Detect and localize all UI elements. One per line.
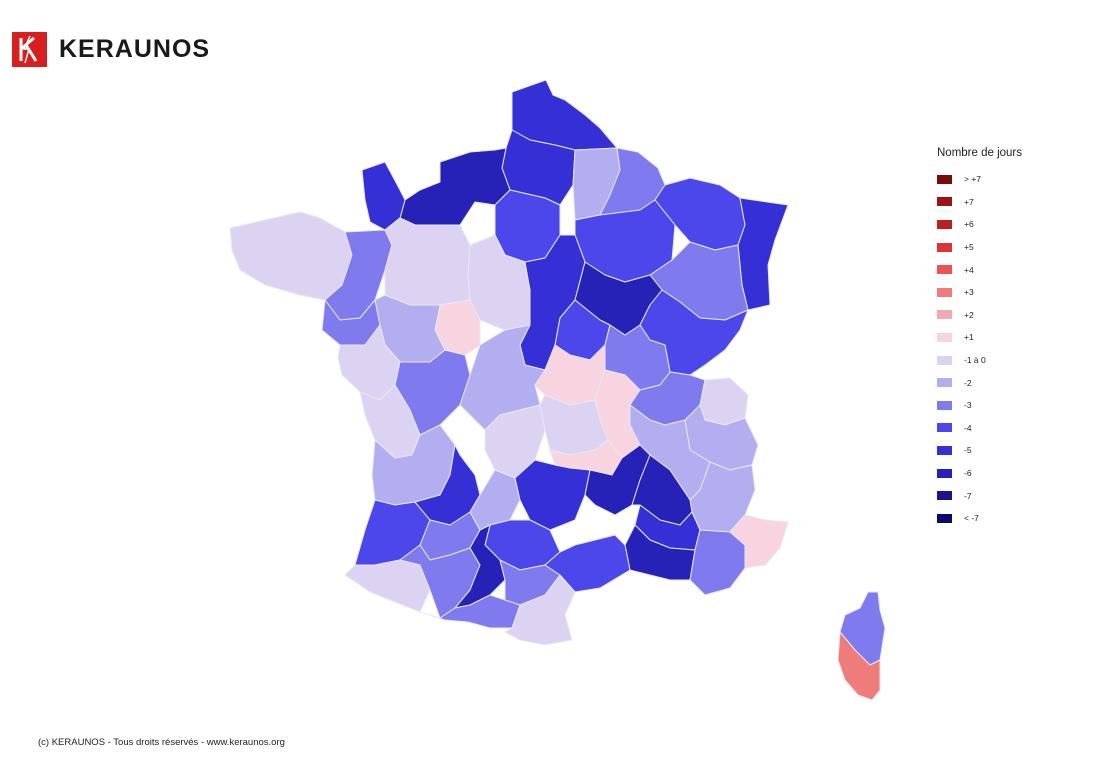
map-zone-bretagne-ouest: [229, 211, 353, 301]
legend-label: -2: [964, 377, 972, 388]
legend-item: +7: [937, 191, 1022, 214]
keraunos-logo-mark: [12, 32, 47, 67]
legend-item: +4: [937, 258, 1022, 281]
legend-label: -4: [964, 422, 972, 433]
legend-item: +5: [937, 236, 1022, 259]
brand-name: KERAUNOS: [59, 35, 211, 63]
legend-item: -7: [937, 484, 1022, 507]
legend-swatch: [937, 197, 952, 207]
map-zone-corse-du-sud: [837, 631, 881, 701]
legend-label: -6: [964, 468, 972, 479]
map-zone-alsace: [737, 197, 789, 311]
legend-label: +3: [964, 287, 974, 298]
legend-swatch: [937, 468, 952, 478]
legend-title: Nombre de jours: [937, 147, 1023, 159]
map-zone-normandie: [399, 147, 511, 226]
legend-swatch: [937, 445, 952, 455]
legend-item: +3: [937, 281, 1022, 304]
map-zone-aude-pyrenees-orientales: [504, 574, 576, 646]
map-zone-haute-savoie: [699, 377, 749, 426]
legend-swatch: [937, 219, 952, 229]
map-zone-sarthe-mayenne: [384, 217, 471, 306]
legend-item: -6: [937, 462, 1022, 485]
map-zone-pyrenees-atlantiques: [344, 559, 431, 613]
legend-swatch: [937, 265, 952, 275]
map-zone-creuse-correze: [484, 404, 546, 479]
legend-label: +1: [964, 332, 974, 343]
legend-label: -7: [964, 490, 972, 501]
legend-item: -5: [937, 439, 1022, 462]
legend-swatch: [937, 242, 952, 252]
legend-swatch: [937, 310, 952, 320]
map-zone-var: [689, 529, 746, 596]
legend-swatch: [937, 332, 952, 342]
legend-item: -2: [937, 371, 1022, 394]
legend-item: -3: [937, 394, 1022, 417]
legend-label: +6: [964, 219, 974, 230]
legend-item: -4: [937, 417, 1022, 440]
legend-swatch: [937, 400, 952, 410]
legend-swatch: [937, 174, 952, 184]
legend-label: +7: [964, 196, 974, 207]
legend-label: -3: [964, 400, 972, 411]
legend-item: < -7: [937, 507, 1022, 530]
legend-swatch: [937, 423, 952, 433]
legend-swatch: [937, 491, 952, 501]
copyright-footer: (c) KERAUNOS - Tous droits réservés - ww…: [38, 737, 285, 748]
legend-swatch: [937, 513, 952, 523]
legend-label: -5: [964, 445, 972, 456]
legend-swatch: [937, 355, 952, 365]
legend-items: > +7 +7 +6 +5 +4 +3 +2 +1 -1 à 0 -2 -3 -4 -5 -6 -7 < -7: [937, 168, 1022, 530]
legend-label: < -7: [964, 513, 979, 524]
legend-item: +2: [937, 304, 1022, 327]
map-zone-alpes-maritimes: [729, 514, 789, 569]
legend-swatch: [937, 287, 952, 297]
legend-label: +5: [964, 242, 974, 253]
map-zone-pyrenees: [419, 594, 521, 629]
legend-label: +2: [964, 309, 974, 320]
keraunos-logo: KERAUNOS: [12, 32, 210, 67]
legend: Nombre de jours > +7 +7 +6 +5 +4 +3 +2 +1 -1 à 0…: [937, 147, 1022, 530]
legend-label: -1 à 0: [964, 355, 986, 366]
legend-item: -1 à 0: [937, 349, 1022, 372]
legend-label: > +7: [964, 174, 982, 185]
legend-swatch: [937, 378, 952, 388]
legend-item: +6: [937, 213, 1022, 236]
legend-item: > +7: [937, 168, 1022, 191]
map-zone-haute-garonne: [454, 524, 506, 609]
legend-item: +1: [937, 326, 1022, 349]
map-zone-manche: [361, 161, 406, 231]
legend-label: +4: [964, 264, 974, 275]
